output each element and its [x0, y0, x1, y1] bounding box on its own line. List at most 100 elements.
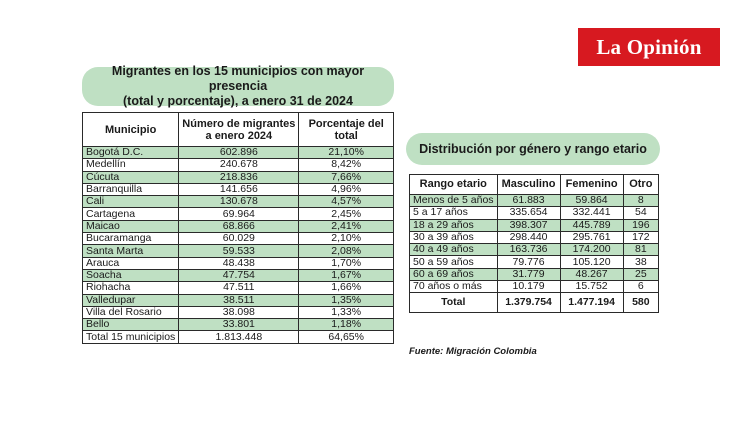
table-row: 60 a 69 años 31.779 48.267 25: [409, 267, 660, 282]
rango-cell: 60 a 69 años: [409, 267, 498, 282]
otro-cell: 196: [622, 218, 660, 232]
porcentaje-cell: 4,57%: [298, 195, 394, 209]
table-row: 70 años o más 10.179 15.752 6: [409, 280, 660, 294]
table-1-title: Migrantes en los 15 municipios con mayor…: [82, 64, 394, 108]
header-porcentaje: Porcentaje del total: [298, 112, 394, 147]
masculino-cell: 79.776: [496, 255, 561, 269]
table-row: Villa del Rosario 38.098 1,33%: [81, 305, 394, 320]
table-row: Cartagena 69.964 2,45%: [81, 207, 394, 221]
table-row: Maicao 68.866 2,41%: [81, 219, 394, 234]
header-masculino: Masculino: [496, 174, 561, 195]
municipio-cell: Villa del Rosario: [81, 305, 180, 320]
rango-cell: 18 a 29 años: [409, 218, 498, 232]
table-row: Bucaramanga 60.029 2,10%: [81, 232, 394, 246]
femenino-cell: 332.441: [559, 206, 624, 220]
porcentaje-cell: 1,35%: [298, 293, 394, 307]
porcentaje-cell: 1,67%: [298, 268, 394, 283]
numero-cell: 47.511: [178, 281, 300, 295]
otro-cell: 8: [622, 193, 660, 208]
table-row: Menos de 5 años 61.883 59.864 8: [409, 193, 660, 208]
header-rango-etario: Rango etario: [409, 174, 498, 195]
table-row: Cúcuta 218.836 7,66%: [81, 170, 394, 184]
table-2-header-row: Rango etario Masculino Femenino Otro: [409, 174, 660, 195]
numero-cell: 59.533: [178, 244, 300, 258]
municipio-cell: Cartagena: [81, 207, 180, 221]
header-numero-migrantes: Número de migrantes a enero 2024: [178, 112, 300, 147]
porcentaje-cell: 4,96%: [298, 182, 394, 197]
porcentaje-cell: 21,10%: [298, 145, 394, 160]
municipio-cell: Soacha: [81, 268, 180, 283]
rango-cell: 5 a 17 años: [409, 206, 498, 220]
numero-cell: 218.836: [178, 170, 300, 184]
femenino-cell: 59.864: [559, 193, 624, 208]
rango-cell: 50 a 59 años: [409, 255, 498, 269]
table-row: Bello 33.801 1,18%: [81, 318, 394, 332]
total-label-cell: Total 15 municipios: [81, 330, 180, 344]
femenino-cell: 295.761: [559, 230, 624, 245]
municipio-cell: Cúcuta: [81, 170, 180, 184]
table-row: Bogotá D.C. 602.896 21,10%: [81, 145, 394, 160]
municipio-cell: Barranquilla: [81, 182, 180, 197]
municipio-cell: Bogotá D.C.: [81, 145, 180, 160]
numero-cell: 68.866: [178, 219, 300, 234]
porcentaje-cell: 1,70%: [298, 256, 394, 270]
rango-cell: 40 a 49 años: [409, 243, 498, 257]
otro-cell: 172: [622, 230, 660, 245]
table-1-header-row: Municipio Número de migrantes a enero 20…: [81, 112, 394, 147]
header-municipio: Municipio: [81, 112, 180, 147]
table-row: Soacha 47.754 1,67%: [81, 268, 394, 283]
total-masculino-cell: 1.379.754: [496, 292, 561, 314]
numero-cell: 38.098: [178, 305, 300, 320]
table-row: 40 a 49 años 163.736 174.200 81: [409, 243, 660, 257]
total-row: Total 15 municipios 1.813.448 64,65%: [81, 330, 394, 344]
porcentaje-cell: 1,66%: [298, 281, 394, 295]
numero-cell: 602.896: [178, 145, 300, 160]
masculino-cell: 298.440: [496, 230, 561, 245]
municipio-cell: Bucaramanga: [81, 232, 180, 246]
porcentaje-cell: 2,45%: [298, 207, 394, 221]
table-1-title-line2: (total y porcentaje), a enero 31 de 2024: [123, 94, 353, 108]
numero-cell: 60.029: [178, 232, 300, 246]
source-note: Fuente: Migración Colombia: [409, 346, 537, 357]
numero-cell: 33.801: [178, 318, 300, 332]
total-label-cell: Total: [409, 292, 498, 314]
porcentaje-cell: 8,42%: [298, 158, 394, 172]
numero-cell: 240.678: [178, 158, 300, 172]
masculino-cell: 10.179: [496, 280, 561, 294]
table-row: 18 a 29 años 398.307 445.789 196: [409, 218, 660, 232]
masculino-cell: 163.736: [496, 243, 561, 257]
header-numero-line1: Número de migrantes: [182, 117, 296, 130]
total-femenino-cell: 1.477.194: [559, 292, 624, 314]
numero-cell: 47.754: [178, 268, 300, 283]
municipio-cell: Bello: [81, 318, 180, 332]
total-row: Total 1.379.754 1.477.194 580: [409, 292, 660, 314]
municipio-cell: Valledupar: [81, 293, 180, 307]
total-porcentaje-cell: 64,65%: [298, 330, 394, 344]
masculino-cell: 31.779: [496, 267, 561, 282]
la-opinion-logo: La Opinión: [578, 28, 720, 66]
porcentaje-cell: 2,41%: [298, 219, 394, 234]
masculino-cell: 398.307: [496, 218, 561, 232]
municipio-cell: Maicao: [81, 219, 180, 234]
migrants-by-municipality-table: Municipio Número de migrantes a enero 20…: [81, 112, 394, 344]
otro-cell: 54: [622, 206, 660, 220]
table-row: Santa Marta 59.533 2,08%: [81, 244, 394, 258]
municipio-cell: Cali: [81, 195, 180, 209]
numero-cell: 130.678: [178, 195, 300, 209]
table-row: Valledupar 38.511 1,35%: [81, 293, 394, 307]
header-otro: Otro: [622, 174, 660, 195]
total-numero-cell: 1.813.448: [178, 330, 300, 344]
porcentaje-cell: 2,10%: [298, 232, 394, 246]
municipio-cell: Santa Marta: [81, 244, 180, 258]
municipio-cell: Arauca: [81, 256, 180, 270]
table-1-title-line1: Migrantes en los 15 municipios con mayor…: [111, 64, 365, 93]
table-2-title: Distribución por género y rango etario: [406, 133, 660, 165]
table-row: Arauca 48.438 1,70%: [81, 256, 394, 270]
otro-cell: 38: [622, 255, 660, 269]
table-row: Cali 130.678 4,57%: [81, 195, 394, 209]
femenino-cell: 445.789: [559, 218, 624, 232]
femenino-cell: 15.752: [559, 280, 624, 294]
numero-cell: 141.656: [178, 182, 300, 197]
rango-cell: 70 años o más: [409, 280, 498, 294]
masculino-cell: 61.883: [496, 193, 561, 208]
